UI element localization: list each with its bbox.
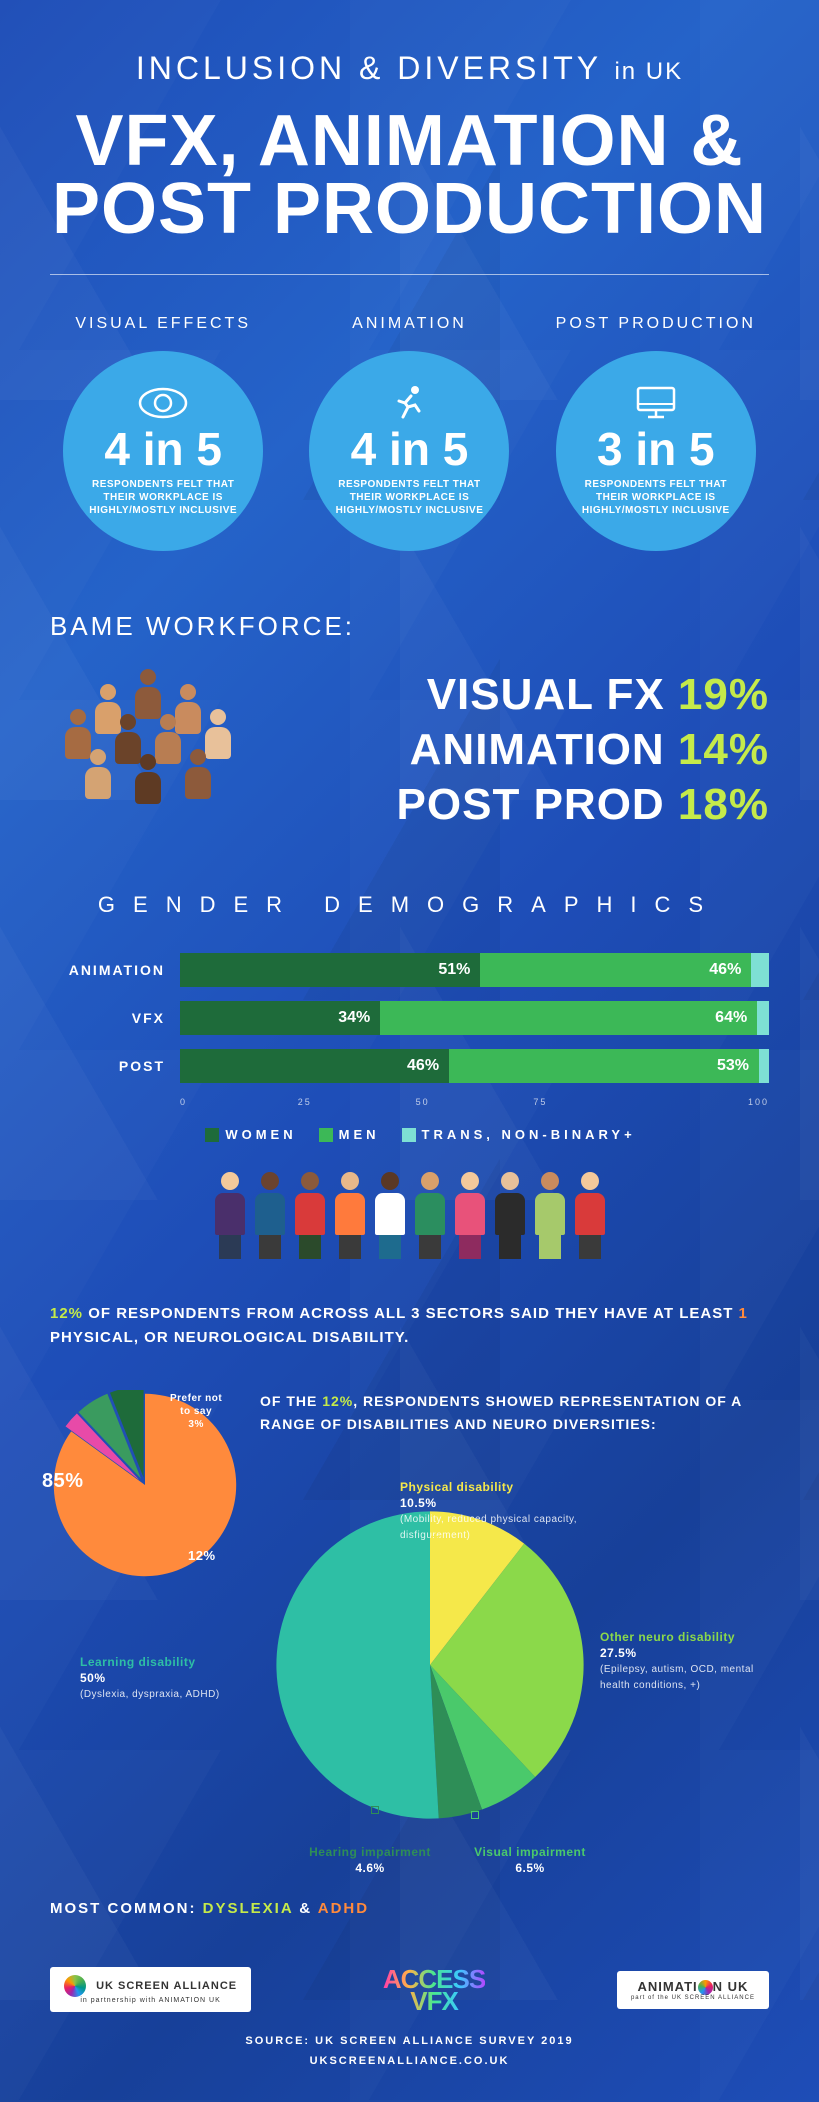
big-pie-label: Physical disability10.5%(Mobility, reduc… [400,1480,580,1542]
pie-slice [276,1512,438,1819]
person-icon [135,669,161,719]
circle-caption: RESPONDENTS FELT THAT THEIR WORKPLACE IS… [78,478,248,517]
diverse-person-icon [532,1172,568,1262]
person-icon [85,749,111,799]
circle-0: VISUAL EFFECTS 4 in 5 RESPONDENTS FELT T… [50,315,276,551]
gender-bar-track: 51% 46% [180,953,769,987]
circles-row: VISUAL EFFECTS 4 in 5 RESPONDENTS FELT T… [50,315,769,551]
legend-label: WOMEN [225,1127,296,1142]
legend-swatch [205,1128,219,1142]
gender-bar-track: 34% 64% [180,1001,769,1035]
gender-bar-row: VFX 34% 64% [50,1001,769,1035]
gender-seg-women: 46% [180,1049,449,1083]
small-pie-prefer-label: Prefer not to say 3% [170,1392,222,1431]
circle-category: ANIMATION [296,315,522,333]
header-pre: INCLUSION & DIVERSITY in UK [50,50,769,87]
diverse-person-icon [212,1172,248,1262]
big-pie-label: Visual impairment6.5% [460,1845,600,1876]
bame-title: BAME WORKFORCE: [50,611,769,642]
pie-marker [431,1536,439,1544]
monitor-icon [634,384,678,422]
diverse-people-row [50,1172,769,1262]
gender-seg-women: 51% [180,953,480,987]
logo-access-vfx: ACCESSVFX [383,1968,485,2012]
legend-label: MEN [339,1127,380,1142]
circle-category: POST PRODUCTION [543,315,769,333]
bame-people-icon [50,669,250,829]
pie-marker [471,1811,479,1819]
bame-stat-line: POST PROD 18% [280,777,769,832]
eye-icon [138,384,188,422]
gender-seg-men: 64% [380,1001,757,1035]
gender-seg-men: 53% [449,1049,759,1083]
circle-caption: RESPONDENTS FELT THAT THEIR WORKPLACE IS… [571,478,741,517]
circle-caption: RESPONDENTS FELT THAT THEIR WORKPLACE IS… [324,478,494,517]
gender-row-label: VFX [50,1010,180,1026]
gender-legend: WOMEN MEN TRANS, NON-BINARY+ [50,1127,769,1143]
circle-stat: 4 in 5 [104,426,222,472]
gender-seg-men: 46% [480,953,751,987]
logo-animation-uk: ANIMATIN UK part of the UK SCREEN ALLIAN… [617,1971,769,2009]
footer-logos: UK SCREEN ALLIANCE in partnership with A… [50,1967,769,2012]
header-pre-a: INCLUSION & DIVERSITY [136,50,602,86]
pies-section: 85% Prefer not to say 3% 12% OF THE 12%,… [50,1390,769,1870]
divider [50,274,769,275]
diverse-person-icon [332,1172,368,1262]
most-common: MOST COMMON: DYSLEXIA & ADHD [50,1900,769,1917]
legend-swatch [319,1128,333,1142]
legend-label: TRANS, NON-BINARY+ [422,1127,636,1142]
person-icon [135,754,161,804]
gender-title: GENDER DEMOGRAPHICS [50,892,769,918]
gender-axis: 0255075100 [180,1097,769,1107]
diverse-person-icon [292,1172,328,1262]
big-pie-label: Hearing impairment4.6% [300,1845,440,1876]
circle-badge: 4 in 5 RESPONDENTS FELT THAT THEIR WORKP… [309,351,509,551]
diverse-person-icon [412,1172,448,1262]
big-pie: Physical disability10.5%(Mobility, reduc… [80,1450,769,1870]
gender-seg-women: 34% [180,1001,380,1035]
gender-seg-trans [759,1049,769,1083]
circle-stat: 4 in 5 [351,426,469,472]
circle-stat: 3 in 5 [597,426,715,472]
circle-category: VISUAL EFFECTS [50,315,276,333]
gender-bar-row: ANIMATION 51% 46% [50,953,769,987]
pie-marker [371,1806,379,1814]
diverse-person-icon [372,1172,408,1262]
legend-swatch [402,1128,416,1142]
diverse-person-icon [492,1172,528,1262]
diverse-person-icon [572,1172,608,1262]
header-pre-b: in UK [614,58,683,85]
person-icon [185,749,211,799]
source-line: SOURCE: UK SCREEN ALLIANCE SURVEY 2019 U… [50,2032,769,2072]
big-pie-chart [270,1505,590,1825]
gender-seg-trans [751,953,769,987]
gender-barchart: ANIMATION 51% 46% VFX 34% 64% POST 46% 5… [50,953,769,1083]
big-pie-label: Other neuro disability27.5%(Epilepsy, au… [600,1630,780,1692]
pie-subtitle: OF THE 12%, RESPONDENTS SHOWED REPRESENT… [260,1390,769,1435]
gender-row-label: ANIMATION [50,962,180,978]
logo-uk-screen-alliance: UK SCREEN ALLIANCE in partnership with A… [50,1967,251,2012]
disability-intro: 12% OF RESPONDENTS FROM ACROSS ALL 3 SEC… [50,1302,769,1350]
header-main: VFX, ANIMATION & POST PRODUCTION [50,107,769,244]
pie-marker [286,1686,294,1694]
bame-stat-line: VISUAL FX 19% [280,667,769,722]
big-pie-label: Learning disability50%(Dyslexia, dysprax… [80,1655,250,1702]
gender-bar-track: 46% 53% [180,1049,769,1083]
circle-2: POST PRODUCTION 3 in 5 RESPONDENTS FELT … [543,315,769,551]
runner-icon [389,384,429,422]
circle-1: ANIMATION 4 in 5 RESPONDENTS FELT THAT T… [296,315,522,551]
bame-stat-line: ANIMATION 14% [280,722,769,777]
diverse-person-icon [452,1172,488,1262]
circle-badge: 4 in 5 RESPONDENTS FELT THAT THEIR WORKP… [63,351,263,551]
gender-seg-trans [757,1001,769,1035]
gender-row-label: POST [50,1058,180,1074]
bame-row: VISUAL FX 19%ANIMATION 14%POST PROD 18% [50,667,769,832]
bame-stats: VISUAL FX 19%ANIMATION 14%POST PROD 18% [280,667,769,832]
pie-marker [556,1646,564,1654]
circle-badge: 3 in 5 RESPONDENTS FELT THAT THEIR WORKP… [556,351,756,551]
gender-bar-row: POST 46% 53% [50,1049,769,1083]
small-pie-85-label: 85% [42,1468,84,1494]
diverse-person-icon [252,1172,288,1262]
